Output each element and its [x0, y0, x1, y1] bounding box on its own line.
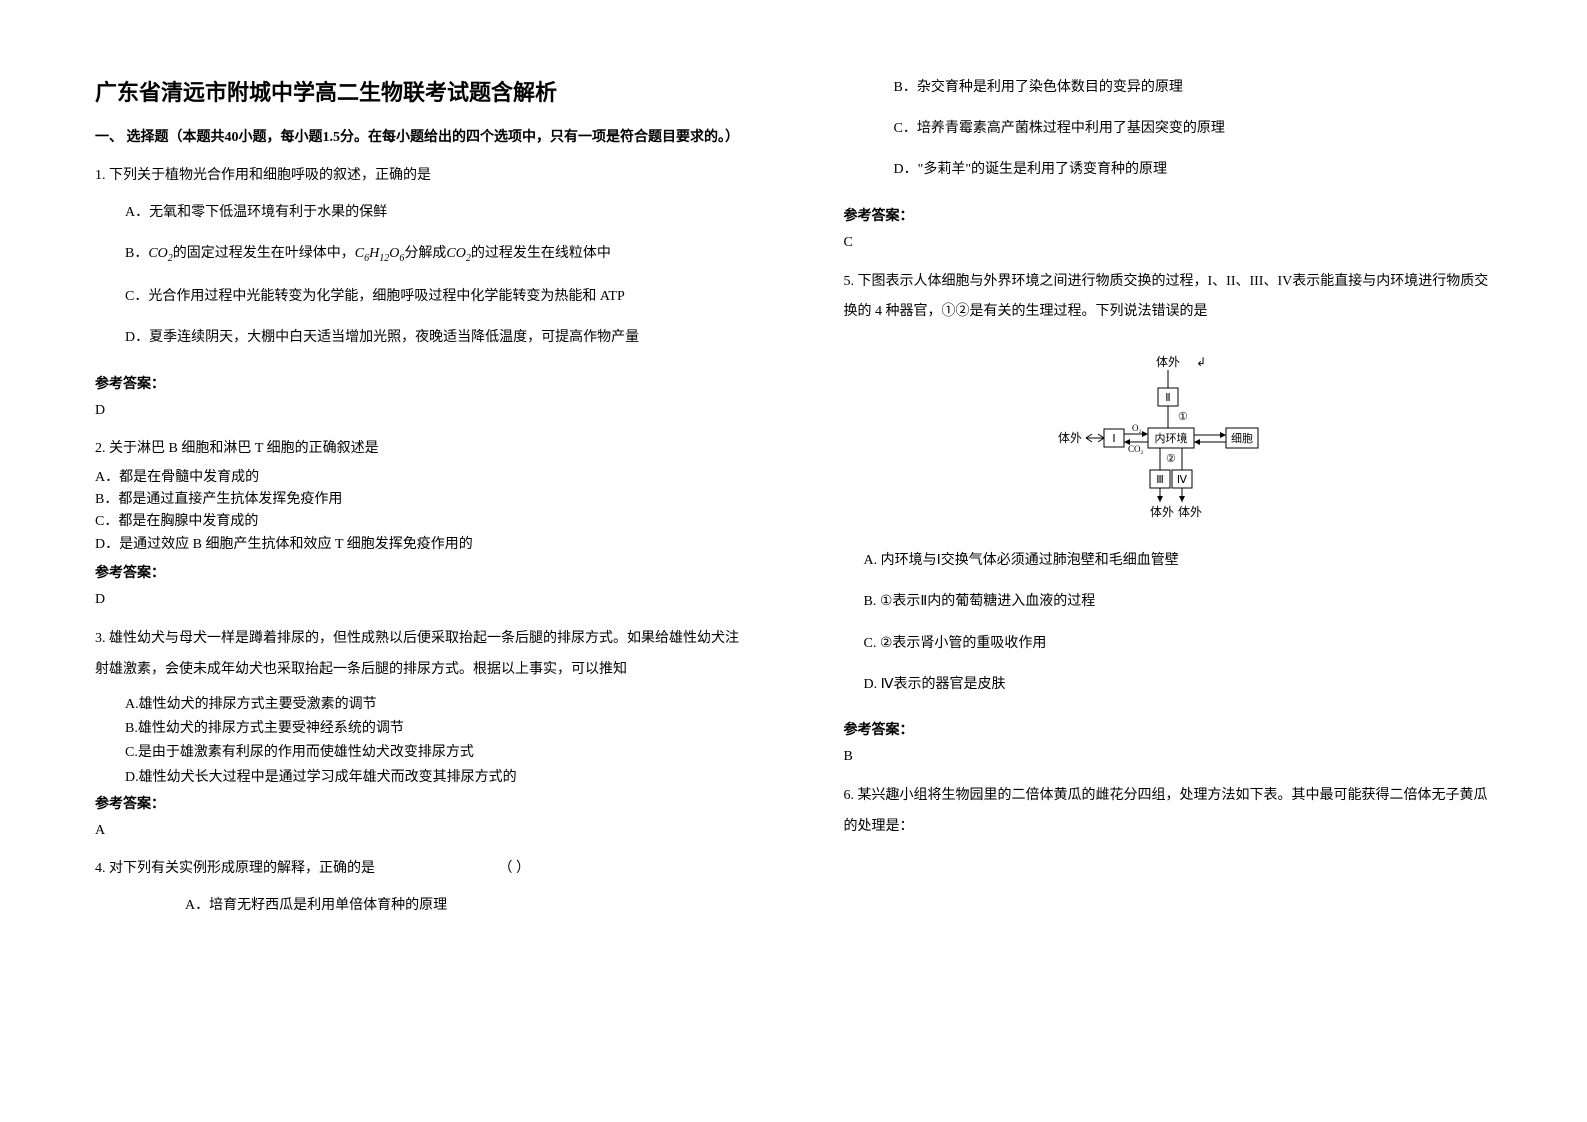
- label-bottom1: 体外: [1150, 505, 1174, 519]
- arr-l3: [1098, 434, 1104, 438]
- q2-option-c: C．都是在胸腺中发育成的: [95, 511, 744, 533]
- q2-answer: D: [95, 592, 744, 608]
- q2-option-b: B．都是通过直接产生抗体发挥免疫作用: [95, 489, 744, 511]
- q4-option-a: A．培育无籽西瓜是利用单倍体育种的原理: [185, 893, 744, 918]
- arr-l2: [1086, 438, 1092, 442]
- right-column: B．杂交育种是利用了染色体数目的变异的原理 C．培养青霉素高产菌株过程中利用了基…: [844, 75, 1493, 1047]
- q5-answer-label: 参考答案：: [844, 719, 1493, 739]
- box2-label: Ⅱ: [1165, 392, 1170, 404]
- q4-option-d: D．"多莉羊"的诞生是利用了诱变育种的原理: [894, 157, 1493, 182]
- q1-optb-p3: 的过程发生在线粒体中: [471, 246, 611, 261]
- co2-formula-2: CO2: [446, 246, 470, 261]
- q4-stem-text: 4. 对下列有关实例形成原理的解释，正确的是: [95, 861, 375, 876]
- q1-stem: 1. 下列关于植物光合作用和细胞呼吸的叙述，正确的是: [95, 162, 744, 190]
- arr-3o: [1157, 496, 1163, 502]
- q2-option-a: A．都是在骨髓中发育成的: [95, 467, 744, 489]
- center-label: 内环境: [1154, 431, 1187, 445]
- arr-o2: [1142, 431, 1148, 437]
- q6-stem: 6. 某兴趣小组将生物园里的二倍体黄瓜的雌花分四组，处理方法如下表。其中最可能获…: [844, 781, 1493, 843]
- q4-option-c: C．培养青霉素高产菌株过程中利用了基因突变的原理: [894, 116, 1493, 141]
- q1-option-d: D．夏季连续阴天，大棚中白天适当增加光照，夜晚适当降低温度，可提高作物产量: [125, 325, 744, 350]
- arr-4o: [1179, 496, 1185, 502]
- arr-cb: [1194, 439, 1200, 445]
- q2-stem: 2. 关于淋巴 B 细胞和淋巴 T 细胞的正确叙述是: [95, 435, 744, 463]
- circ1-label: ①: [1178, 411, 1188, 423]
- q5-stem: 5. 下图表示人体细胞与外界环境之间进行物质交换的过程，I、II、III、IV表…: [844, 267, 1493, 329]
- box3-label: Ⅲ: [1156, 474, 1164, 486]
- left-column: 广东省清远市附城中学高二生物联考试题含解析 一、 选择题（本题共40小题，每小题…: [95, 75, 744, 1047]
- section-header: 一、 选择题（本题共40小题，每小题1.5分。在每小题给出的四个选项中，只有一项…: [95, 125, 744, 150]
- document-title: 广东省清远市附城中学高二生物联考试题含解析: [95, 75, 744, 107]
- q4-stem: 4. 对下列有关实例形成原理的解释，正确的是 （ ）: [95, 855, 744, 883]
- q1-option-b: B．CO2的固定过程发生在叶绿体中，C6H12O6分解成CO2的过程发生在线粒体…: [125, 241, 744, 268]
- co2-label: CO₂: [1128, 444, 1144, 454]
- q1-optb-prefix: B．: [125, 246, 148, 261]
- q1-option-a: A．无氧和零下低温环境有利于水果的保鲜: [125, 200, 744, 225]
- q4-answer: C: [844, 235, 1493, 251]
- box4-label: Ⅳ: [1177, 474, 1188, 486]
- label-top: 体外: [1156, 355, 1180, 369]
- label-left: 体外: [1058, 431, 1082, 445]
- q3-option-d: D.雄性幼犬长大过程中是通过学习成年雄犬而改变其排尿方式的: [125, 767, 744, 789]
- box1-label: Ⅰ: [1112, 433, 1115, 445]
- q5-option-a: A. 内环境与Ⅰ交换气体必须通过肺泡壁和毛细血管壁: [864, 548, 1493, 573]
- o2-label: O₂: [1132, 423, 1142, 433]
- arr-ct: [1220, 432, 1226, 438]
- q5-option-d: D. Ⅳ表示的器官是皮肤: [864, 672, 1493, 697]
- co2-formula-1: CO2: [148, 246, 172, 261]
- arr-l4: [1098, 438, 1104, 442]
- q2-option-d: D．是通过效应 B 细胞产生抗体和效应 T 细胞发挥免疫作用的: [95, 534, 744, 556]
- arr-l1: [1086, 434, 1092, 438]
- q1-optb-p2: 分解成: [404, 246, 446, 261]
- q1-option-c: C．光合作用过程中光能转变为化学能，细胞呼吸过程中化学能转变为热能和 ATP: [125, 284, 744, 309]
- q1-answer-label: 参考答案：: [95, 373, 744, 393]
- q4-answer-label: 参考答案：: [844, 205, 1493, 225]
- q5-answer: B: [844, 749, 1493, 765]
- q3-answer-label: 参考答案：: [95, 793, 744, 813]
- q3-option-b: B.雄性幼犬的排尿方式主要受神经系统的调节: [125, 718, 744, 740]
- q3-stem: 3. 雄性幼犬与母犬一样是蹲着排尿的，但性成熟以后便采取抬起一条后腿的排尿方式。…: [95, 624, 744, 686]
- q3-option-c: C.是由于雄激素有利尿的作用而使雄性幼犬改变排尿方式: [125, 742, 744, 764]
- q4-paren: （ ）: [499, 861, 531, 876]
- cell-label: 细胞: [1231, 432, 1253, 445]
- label-bottom2: 体外: [1178, 505, 1202, 519]
- arrow-marker: ↲: [1196, 355, 1206, 369]
- q2-answer-label: 参考答案：: [95, 562, 744, 582]
- q5-option-c: C. ②表示肾小管的重吸收作用: [864, 631, 1493, 656]
- q5-option-b: B. ①表示Ⅱ内的葡萄糖进入血液的过程: [864, 589, 1493, 614]
- q1-optb-p1: 的固定过程发生在叶绿体中，: [173, 246, 355, 261]
- q3-answer: A: [95, 823, 744, 839]
- glucose-formula: C6H12O6: [355, 246, 405, 261]
- q4-option-b: B．杂交育种是利用了染色体数目的变异的原理: [894, 75, 1493, 100]
- circ2-label: ②: [1166, 453, 1176, 465]
- q1-answer: D: [95, 403, 744, 419]
- flow-diagram-svg: 体外 ↲ Ⅱ ① 体外 Ⅰ O₂ CO₂ 内环境: [1048, 352, 1288, 532]
- q5-diagram: 体外 ↲ Ⅱ ① 体外 Ⅰ O₂ CO₂ 内环境: [844, 352, 1493, 532]
- q3-option-a: A.雄性幼犬的排尿方式主要受激素的调节: [125, 694, 744, 716]
